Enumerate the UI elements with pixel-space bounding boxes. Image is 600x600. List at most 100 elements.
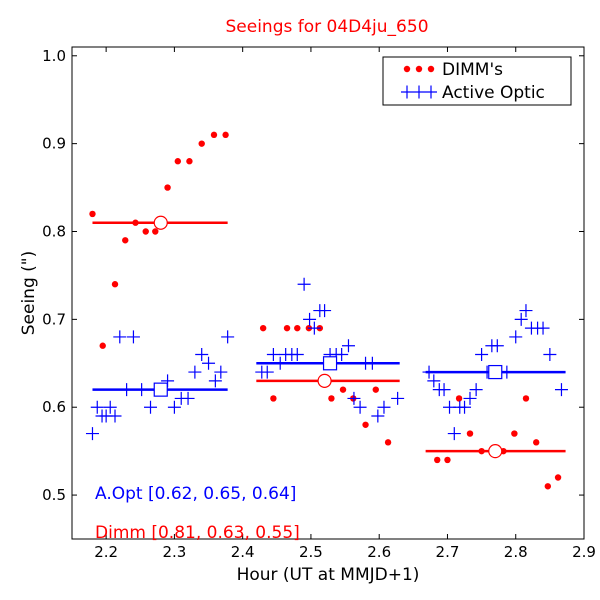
aopt-point (108, 409, 122, 423)
x-tick-label: 2.3 (162, 543, 186, 561)
dimm-point (466, 430, 474, 437)
y-tick-label: 0.6 (42, 398, 66, 416)
dimm-mean-marker (317, 373, 332, 388)
x-axis-label: Hour (UT at MMJD+1) (237, 565, 420, 585)
y-tick-label: 1.0 (42, 47, 66, 65)
aopt-point (437, 383, 451, 397)
dimm-point (111, 281, 119, 288)
dimm-point (283, 324, 291, 332)
legend-dimm-marker (403, 65, 435, 73)
dimm-point (174, 158, 182, 165)
aopt-point (260, 365, 274, 379)
aopt-point (90, 400, 104, 414)
aopt-point (347, 391, 361, 405)
aopt-point (266, 348, 280, 361)
dimm-point (186, 158, 193, 165)
dimm-point (99, 342, 106, 349)
dimm-point (533, 439, 540, 446)
aopt-point (469, 383, 483, 397)
aopt-point (377, 400, 391, 414)
aopt-point (214, 365, 228, 379)
dimm-summary-annotation: Dimm [0.81, 0.63, 0.55] (95, 523, 300, 543)
aopt-point (536, 321, 550, 335)
plot-area (85, 131, 568, 490)
aopt-point (543, 348, 557, 361)
dimm-point (294, 324, 301, 332)
aopt-point (427, 374, 441, 388)
aopt-point (221, 330, 235, 344)
legend-dimm-dot (427, 65, 435, 73)
aopt-point (519, 304, 533, 318)
aopt-point (290, 348, 304, 361)
aopt-point (103, 400, 117, 414)
dimm-point (455, 395, 463, 402)
aopt-point (475, 348, 489, 361)
x-tick-label: 2.6 (367, 543, 391, 561)
dimm-point (142, 228, 149, 235)
x-tick-label: 2.9 (572, 543, 596, 561)
x-tick-label: 2.8 (504, 543, 528, 561)
aopt-point (181, 391, 195, 405)
aopt-point (490, 339, 504, 353)
aopt-mean-marker (153, 382, 168, 397)
aopt-point (447, 427, 461, 441)
aopt-point (514, 312, 528, 326)
aopt-point (297, 277, 311, 291)
aopt-mean-marker (488, 364, 503, 380)
aopt-point (303, 312, 317, 326)
dimm-point (270, 395, 277, 402)
dimm-point (152, 228, 159, 235)
legend-dimm-label: DIMM's (442, 60, 503, 80)
legend-box (382, 56, 572, 106)
legend-aopt-label: Active Optic (442, 83, 545, 103)
plot-frame (71, 46, 585, 540)
aopt-point (509, 330, 523, 344)
chart-title: Seeings for 04D4ju_650 (225, 17, 428, 37)
y-axis-label: Seeing (") (19, 251, 39, 336)
dimm-point (210, 131, 218, 139)
y-tick-label: 0.9 (42, 135, 66, 153)
dimm-mean-marker (153, 215, 168, 230)
y-tick-label: 0.5 (42, 486, 66, 504)
dimm-point (198, 140, 205, 147)
y-tick-label: 0.7 (42, 310, 66, 328)
dimm-point (122, 237, 129, 244)
dimm-point (434, 456, 441, 464)
aopt-mean-marker (322, 356, 338, 371)
aopt-summary-annotation: A.Opt [0.62, 0.65, 0.64] (95, 484, 296, 504)
aopt-point (85, 427, 99, 441)
y-tick-label: 0.8 (42, 223, 66, 241)
x-tick-label: 2.4 (231, 543, 255, 561)
dimm-point (444, 456, 451, 464)
aopt-point (335, 348, 349, 361)
aopt-point (341, 339, 355, 353)
aopt-point (554, 383, 568, 397)
aopt-point (195, 348, 209, 361)
legend: DIMM's Active Optic (382, 56, 572, 106)
aopt-point (371, 409, 385, 423)
aopt-point (126, 330, 140, 344)
dimm-point (222, 131, 229, 139)
aopt-point (113, 330, 127, 344)
dimm-point (522, 395, 530, 402)
x-tick-label: 2.5 (299, 543, 323, 561)
x-tick-label: 2.7 (436, 543, 460, 561)
dimm-mean-marker (488, 444, 503, 459)
aopt-point (458, 400, 472, 414)
dimm-point (328, 395, 335, 402)
aopt-point (188, 365, 202, 379)
aopt-point (202, 356, 216, 370)
dimm-point (384, 439, 392, 446)
aopt-point (353, 400, 367, 414)
legend-dimm-dot (415, 65, 423, 73)
dimm-point (554, 474, 562, 481)
legend-aopt-marker (401, 85, 437, 99)
dimm-point (362, 421, 369, 428)
dimm-point (544, 483, 552, 490)
aopt-point (391, 391, 405, 405)
aopt-point (144, 400, 158, 414)
dimm-point (164, 184, 171, 191)
legend-dimm-dot (403, 65, 411, 73)
dimm-point (89, 210, 96, 218)
